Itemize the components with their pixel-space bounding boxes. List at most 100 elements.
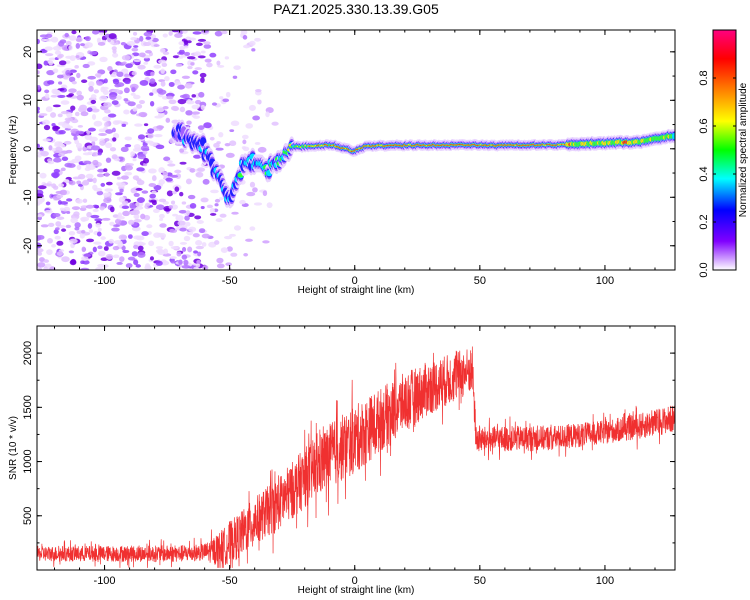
noise-speckle — [215, 218, 223, 223]
noise-speckle — [104, 109, 111, 114]
noise-speckle — [162, 171, 168, 178]
noise-speckle — [92, 209, 99, 213]
noise-speckle — [75, 198, 83, 204]
noise-speckle — [151, 37, 159, 43]
noise-speckle — [93, 241, 102, 245]
noise-speckle — [127, 256, 136, 261]
noise-speckle — [66, 211, 71, 214]
noise-speckle — [214, 240, 220, 245]
noise-speckle — [126, 40, 136, 46]
noise-speckle — [105, 253, 114, 260]
noise-speckle — [183, 235, 191, 242]
spectrogram-x-label: Height of straight line (km) — [298, 285, 415, 296]
noise-speckle — [55, 92, 61, 96]
noise-speckle — [94, 218, 103, 222]
noise-speckle — [245, 123, 254, 129]
noise-speckle — [37, 38, 40, 45]
noise-speckle — [178, 41, 185, 46]
noise-speckle — [115, 192, 123, 196]
noise-speckle — [159, 217, 164, 222]
noise-speckle — [174, 169, 182, 174]
noise-speckle — [184, 51, 191, 57]
noise-speckle — [189, 202, 197, 209]
noise-speckle — [197, 125, 205, 130]
noise-speckle — [133, 244, 139, 250]
noise-speckle — [181, 75, 191, 79]
noise-speckle — [262, 240, 270, 244]
noise-speckle — [75, 142, 83, 149]
noise-speckle — [100, 182, 106, 187]
colorbar-frame — [712, 29, 737, 271]
noise-speckle — [58, 81, 63, 85]
noise-speckle — [55, 227, 60, 231]
noise-speckle — [111, 154, 118, 160]
noise-speckle — [127, 234, 133, 239]
noise-speckle — [95, 267, 104, 270]
noise-speckle — [195, 240, 203, 246]
noise-speckle — [167, 160, 173, 164]
noise-speckle — [142, 150, 148, 155]
noise-speckle — [170, 245, 179, 250]
noise-speckle — [246, 191, 256, 197]
noise-speckle — [166, 95, 174, 100]
noise-speckle — [251, 48, 256, 52]
noise-speckle — [68, 250, 75, 254]
noise-speckle — [195, 171, 204, 178]
noise-speckle — [44, 209, 53, 214]
noise-speckle — [69, 238, 78, 244]
noise-speckle — [91, 108, 100, 113]
noise-speckle — [130, 92, 136, 96]
noise-speckle — [42, 119, 50, 126]
noise-speckle — [150, 71, 155, 77]
noise-speckle — [74, 65, 79, 69]
noise-speckle — [194, 99, 202, 105]
noise-speckle — [81, 256, 89, 261]
noise-speckle — [195, 245, 204, 250]
noise-speckle — [182, 30, 188, 34]
noise-speckle — [132, 107, 138, 112]
noise-speckle — [162, 33, 168, 38]
noise-speckle — [57, 121, 66, 126]
noise-speckle — [124, 136, 133, 141]
noise-speckle — [76, 180, 82, 185]
noise-speckle — [210, 189, 219, 194]
noise-speckle — [112, 224, 120, 228]
noise-speckle — [187, 65, 193, 70]
noise-speckle — [77, 183, 84, 187]
noise-speckle — [169, 228, 176, 233]
noise-speckle — [159, 48, 166, 53]
noise-speckle — [137, 242, 146, 246]
x-tick-label: -50 — [222, 575, 238, 587]
noise-speckle — [103, 102, 112, 108]
noise-speckle — [209, 207, 215, 214]
noise-speckle — [51, 123, 56, 127]
noise-speckle — [37, 70, 40, 75]
noise-speckle — [82, 198, 88, 203]
noise-speckle — [66, 94, 73, 98]
noise-speckle — [55, 221, 62, 227]
noise-speckle — [65, 40, 72, 47]
noise-speckle — [192, 115, 201, 119]
noise-speckle — [241, 134, 249, 140]
noise-speckle — [56, 240, 64, 246]
noise-speckle — [165, 177, 173, 182]
noise-speckle — [138, 100, 145, 105]
colorbar-tick-label: 0.6 — [698, 118, 710, 133]
noise-speckle — [38, 257, 45, 262]
noise-speckle — [73, 211, 80, 217]
noise-speckle — [81, 79, 88, 84]
noise-speckle — [184, 215, 190, 221]
noise-speckle — [112, 132, 120, 139]
noise-speckle — [52, 45, 62, 51]
noise-speckle — [143, 157, 150, 164]
noise-speckle — [37, 63, 43, 70]
noise-speckle — [155, 144, 165, 150]
noise-speckle — [230, 120, 240, 127]
noise-speckle — [124, 73, 130, 77]
x-tick-label: -50 — [222, 275, 238, 287]
noise-speckle — [73, 136, 78, 141]
noise-speckle — [203, 41, 211, 45]
noise-speckle — [163, 248, 169, 255]
noise-speckle — [43, 38, 53, 42]
noise-speckle — [222, 98, 230, 103]
